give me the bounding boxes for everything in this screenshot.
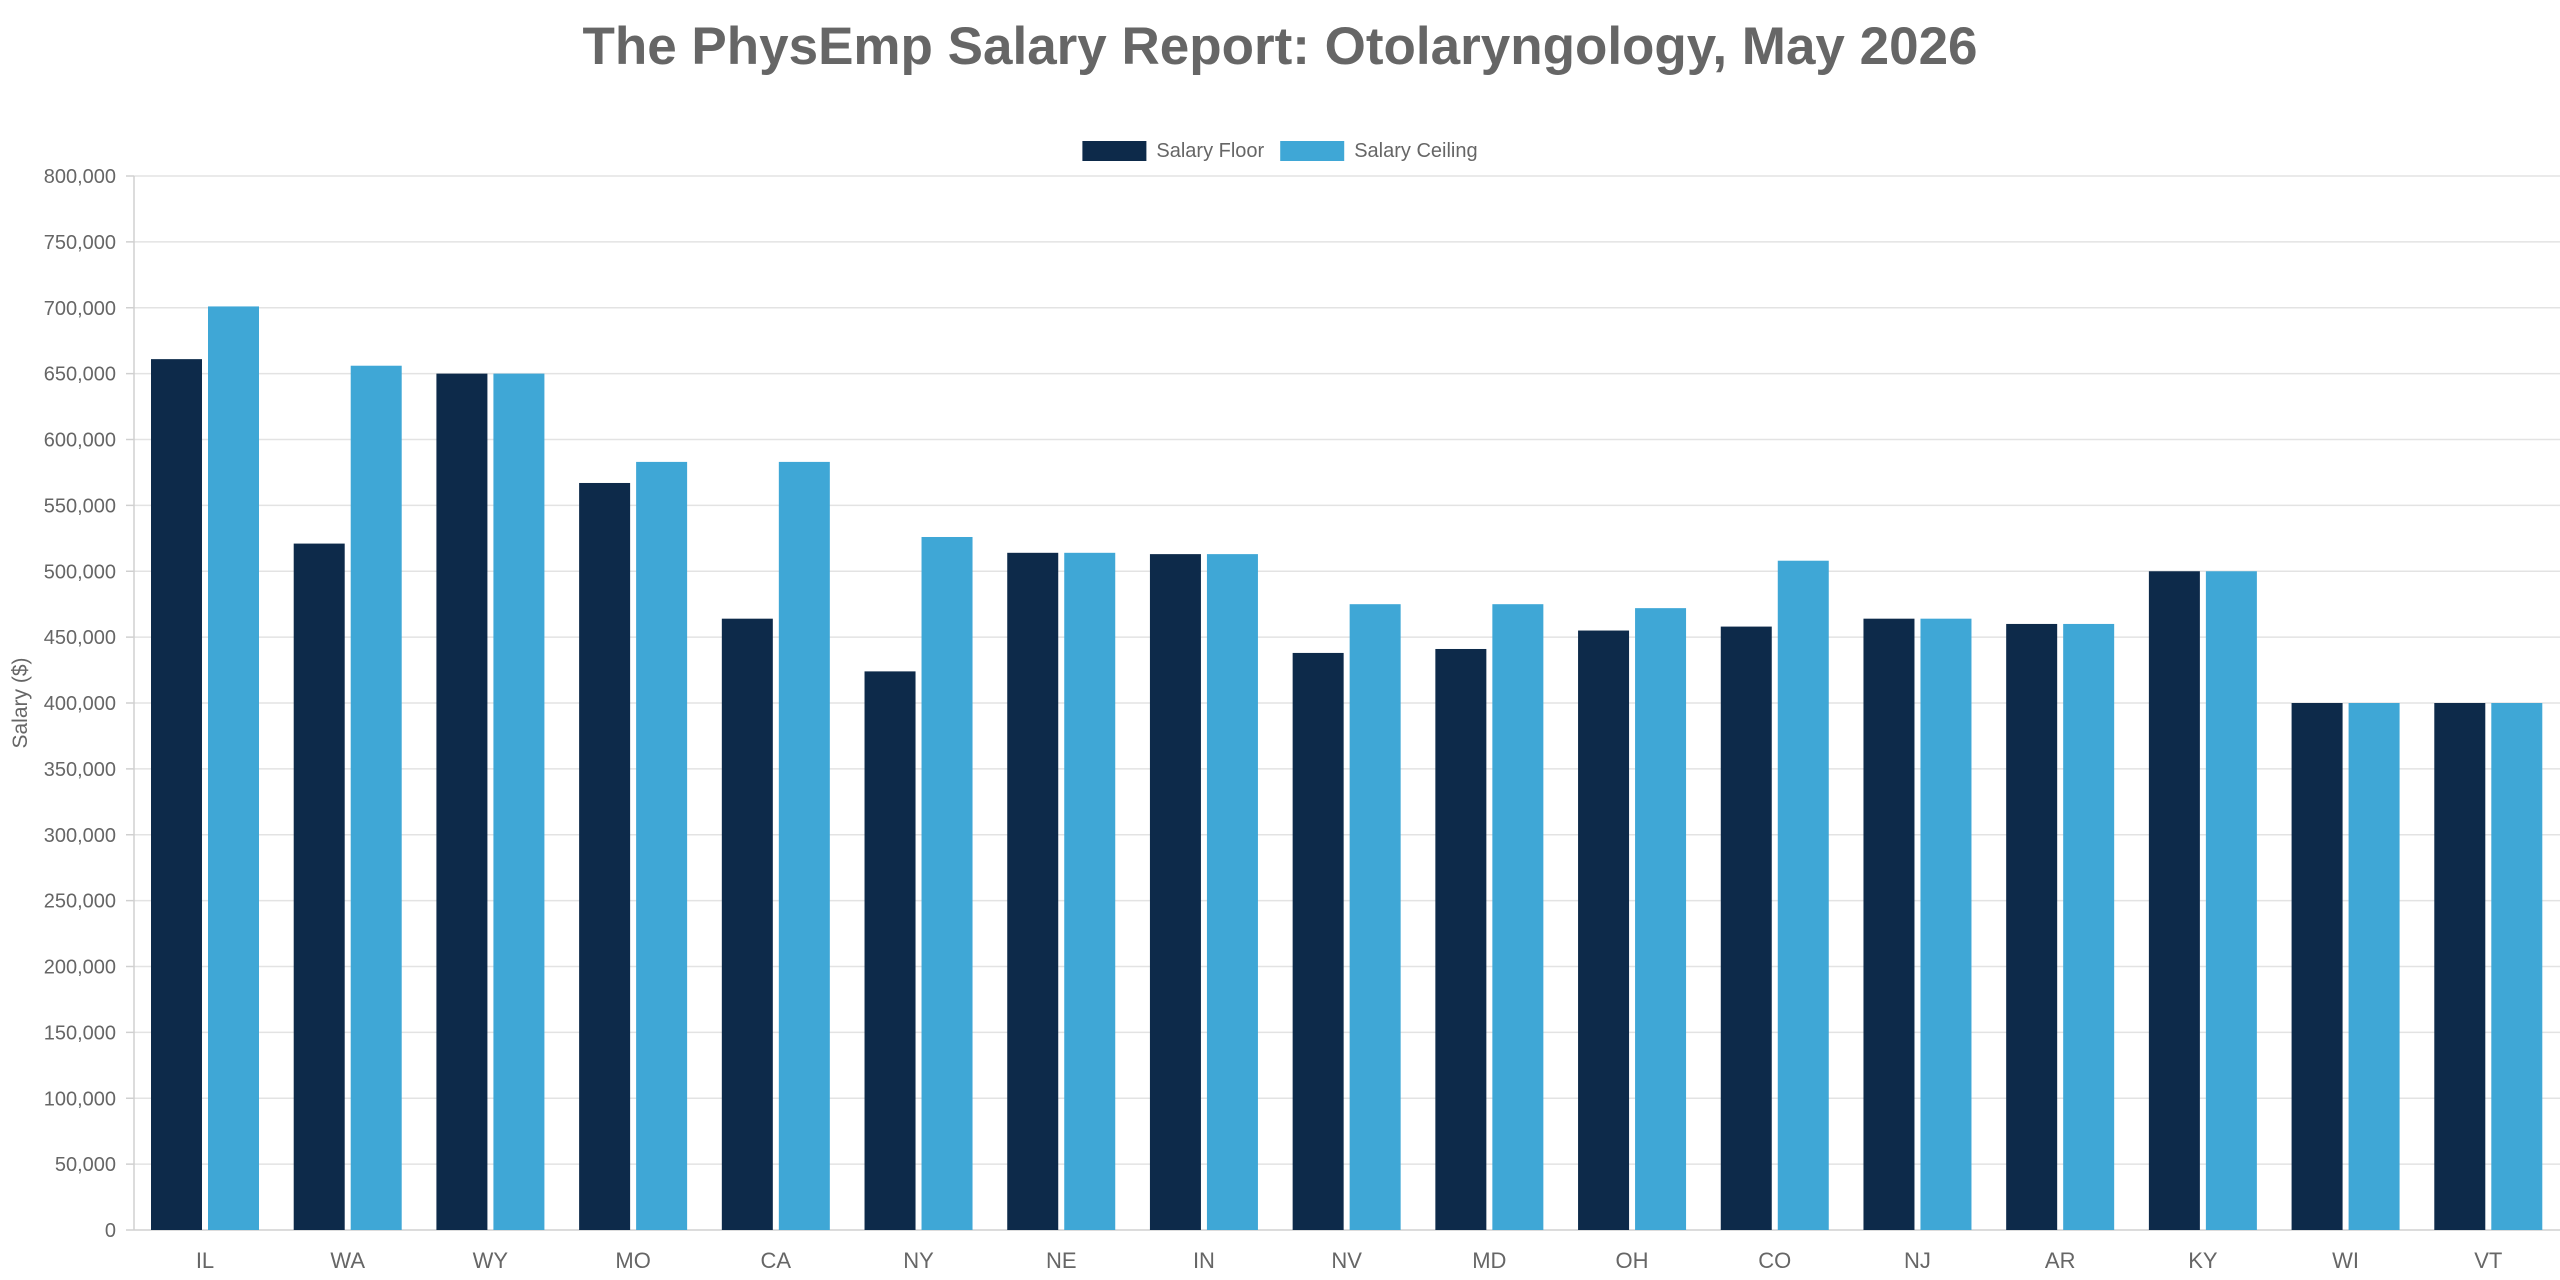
bar-salary-floor-ky xyxy=(2148,571,2200,1230)
bar-salary-ceiling-mo xyxy=(636,461,688,1231)
x-tick-label: NE xyxy=(1046,1248,1077,1273)
bar-salary-floor-mo xyxy=(579,482,631,1230)
legend-swatch xyxy=(1280,141,1345,161)
bar-salary-ceiling-vt xyxy=(2491,703,2543,1230)
y-tick-label: 400,000 xyxy=(44,693,116,715)
bar-salary-ceiling-md xyxy=(1492,604,1544,1230)
y-tick-label: 500,000 xyxy=(44,561,116,583)
x-tick-label: CA xyxy=(761,1248,792,1273)
legend-label: Salary Ceiling xyxy=(1354,140,1477,162)
bar-salary-floor-in xyxy=(1149,554,1201,1230)
bar-salary-ceiling-wy xyxy=(493,373,545,1230)
bar-salary-floor-wy xyxy=(436,373,488,1230)
bar-salary-ceiling-ne xyxy=(1064,552,1116,1230)
y-tick-label: 100,000 xyxy=(44,1088,116,1110)
bar-salary-floor-nv xyxy=(1292,652,1344,1230)
x-tick-label: NY xyxy=(903,1248,934,1273)
x-tick-label: MD xyxy=(1472,1248,1506,1273)
bar-salary-floor-oh xyxy=(1578,630,1630,1230)
x-tick-label: IL xyxy=(196,1248,214,1273)
bar-salary-ceiling-oh xyxy=(1635,608,1687,1230)
bar-salary-ceiling-co xyxy=(1777,560,1829,1230)
y-tick-label: 750,000 xyxy=(44,232,116,254)
bar-salary-ceiling-wa xyxy=(350,365,402,1231)
bars xyxy=(151,306,2543,1231)
bar-salary-floor-wa xyxy=(293,543,345,1230)
y-tick-label: 300,000 xyxy=(44,825,116,847)
y-tick-label: 700,000 xyxy=(44,298,116,320)
x-tick-label: CO xyxy=(1758,1248,1791,1273)
bar-salary-ceiling-il xyxy=(208,306,259,1230)
chart-title: The PhysEmp Salary Report: Otolaryngolog… xyxy=(582,17,1977,76)
bar-salary-ceiling-nj xyxy=(1920,618,1972,1230)
x-axis: IL WA WY MO CA NY NE IN NV MD OH CO NJ AR KY WI VT xyxy=(196,1248,2503,1273)
y-tick-label: 450,000 xyxy=(44,627,116,649)
bar-salary-floor-co xyxy=(1720,626,1772,1230)
y-axis: 0 50,000 100,000 150,000 200,000 250,000 300,0… xyxy=(44,166,135,1242)
x-tick-label: WI xyxy=(2332,1248,2359,1273)
legend: Salary Floor Salary Ceiling xyxy=(1082,140,1478,162)
bar-salary-floor-il xyxy=(151,359,202,1230)
bar-salary-ceiling-ny xyxy=(921,536,973,1230)
y-tick-label: 550,000 xyxy=(44,495,116,517)
x-tick-label: OH xyxy=(1616,1248,1649,1273)
x-tick-label: NJ xyxy=(1904,1248,1931,1273)
legend-swatch xyxy=(1082,141,1147,161)
y-tick-label: 150,000 xyxy=(44,1022,116,1044)
bar-salary-ceiling-nv xyxy=(1349,604,1401,1230)
bar-salary-floor-ne xyxy=(1007,552,1059,1230)
x-tick-label: VT xyxy=(2474,1248,2502,1273)
bar-salary-floor-ca xyxy=(721,618,773,1230)
bar-salary-floor-md xyxy=(1435,648,1487,1230)
bar-salary-ceiling-wi xyxy=(2348,703,2400,1230)
y-tick-label: 0 xyxy=(105,1220,116,1242)
bar-salary-floor-ny xyxy=(864,671,916,1230)
y-tick-label: 800,000 xyxy=(44,166,116,188)
bar-salary-floor-vt xyxy=(2434,703,2486,1230)
x-tick-label: NV xyxy=(1331,1248,1362,1273)
bar-salary-ceiling-ky xyxy=(2205,571,2257,1230)
bar-salary-ceiling-in xyxy=(1206,554,1258,1230)
y-tick-label: 250,000 xyxy=(44,891,116,913)
legend-label: Salary Floor xyxy=(1156,140,1264,162)
bar-salary-floor-nj xyxy=(1863,618,1915,1230)
y-tick-label: 350,000 xyxy=(44,759,116,781)
x-tick-label: KY xyxy=(2188,1248,2218,1273)
y-tick-label: 200,000 xyxy=(44,957,116,979)
bar-salary-ceiling-ca xyxy=(778,461,830,1231)
y-tick-label: 650,000 xyxy=(44,364,116,386)
x-tick-label: WY xyxy=(473,1248,509,1273)
bar-salary-floor-ar xyxy=(2006,623,2058,1230)
x-tick-label: MO xyxy=(615,1248,650,1273)
y-tick-label: 600,000 xyxy=(44,430,116,452)
y-tick-label: 50,000 xyxy=(55,1154,116,1176)
bar-salary-floor-wi xyxy=(2291,703,2343,1230)
y-axis-title: Salary ($) xyxy=(9,657,32,748)
x-tick-label: IN xyxy=(1193,1248,1215,1273)
x-tick-label: WA xyxy=(330,1248,365,1273)
x-tick-label: AR xyxy=(2045,1248,2076,1273)
bar-salary-ceiling-ar xyxy=(2063,623,2115,1230)
